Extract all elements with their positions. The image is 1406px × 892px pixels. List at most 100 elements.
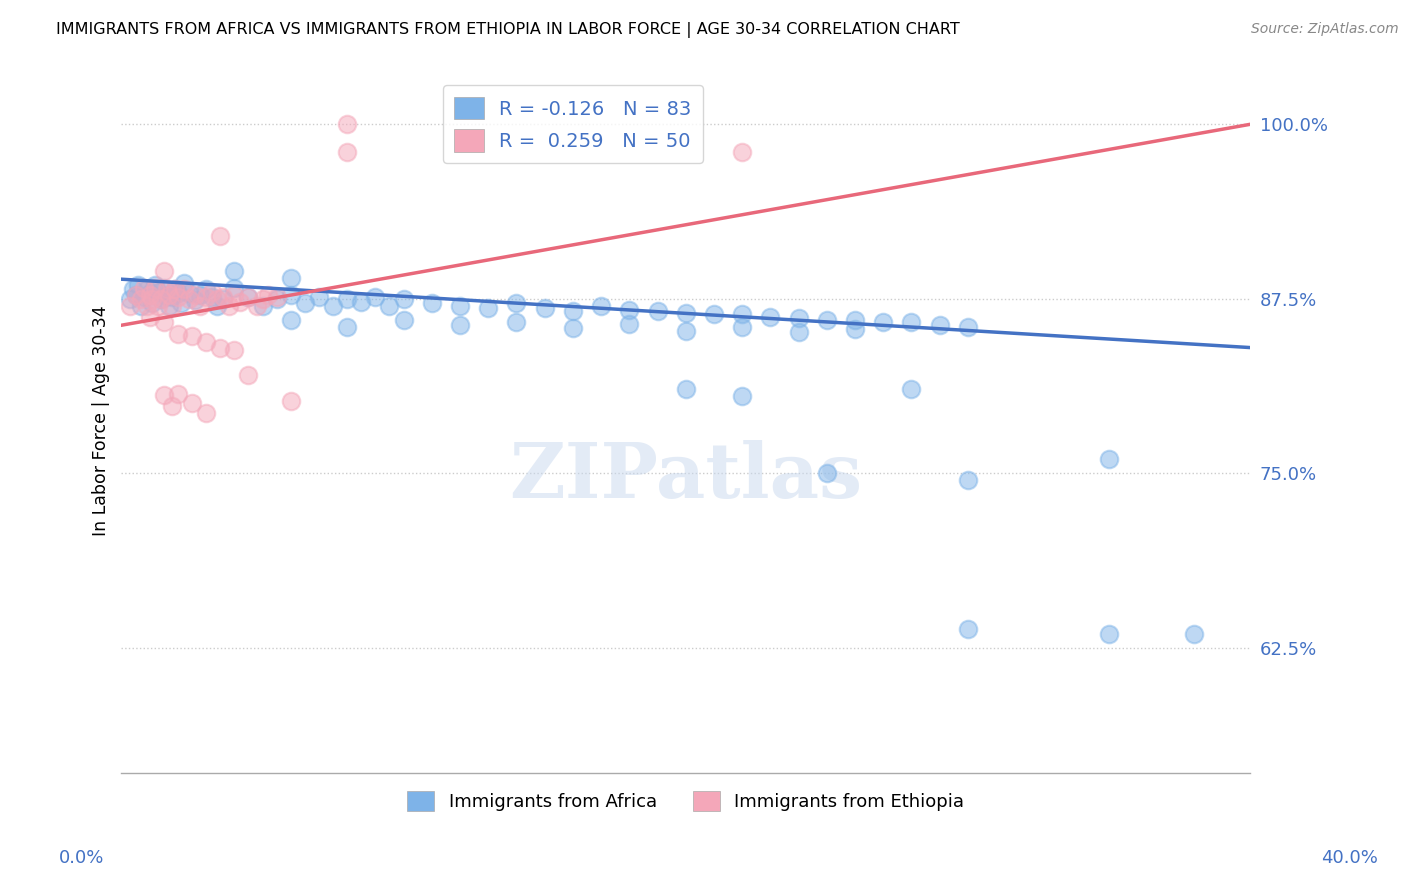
Point — [280, 270, 302, 285]
Point — [157, 299, 180, 313]
Point — [787, 311, 810, 326]
Point — [956, 473, 979, 487]
Point — [209, 341, 232, 355]
Point — [138, 287, 160, 301]
Point — [207, 292, 229, 306]
Point — [449, 299, 471, 313]
Point — [675, 306, 697, 320]
Point — [224, 343, 246, 358]
Point — [184, 287, 207, 301]
Point — [238, 290, 260, 304]
Point — [149, 292, 172, 306]
Text: Source: ZipAtlas.com: Source: ZipAtlas.com — [1251, 22, 1399, 37]
Point — [195, 334, 218, 349]
Y-axis label: In Labor Force | Age 30-34: In Labor Force | Age 30-34 — [93, 305, 110, 536]
Point — [167, 290, 190, 304]
Point — [190, 299, 212, 313]
Point — [900, 315, 922, 329]
Point — [336, 145, 359, 160]
Point — [675, 324, 697, 338]
Point — [505, 315, 527, 329]
Point — [181, 396, 204, 410]
Point — [731, 319, 754, 334]
Point — [844, 322, 866, 336]
Point — [167, 386, 190, 401]
Point — [815, 466, 838, 480]
Point — [844, 312, 866, 326]
Point — [280, 312, 302, 326]
Point — [675, 383, 697, 397]
Point — [167, 326, 190, 341]
Point — [184, 293, 207, 307]
Text: ZIPatlas: ZIPatlas — [509, 440, 862, 514]
Point — [124, 287, 146, 301]
Point — [173, 282, 195, 296]
Point — [238, 290, 260, 304]
Point — [1182, 626, 1205, 640]
Point — [201, 285, 224, 299]
Point — [124, 287, 146, 301]
Point — [257, 287, 280, 301]
Point — [561, 321, 583, 335]
Point — [170, 296, 193, 310]
Point — [118, 292, 141, 306]
Point — [160, 299, 183, 313]
Point — [956, 319, 979, 334]
Point — [392, 292, 415, 306]
Point — [135, 299, 157, 313]
Point — [207, 299, 229, 313]
Point — [420, 296, 443, 310]
Point — [138, 310, 160, 324]
Point — [336, 292, 359, 306]
Point — [322, 299, 344, 313]
Point — [195, 290, 218, 304]
Text: 40.0%: 40.0% — [1322, 849, 1378, 867]
Point — [132, 290, 155, 304]
Point — [647, 304, 669, 318]
Point — [152, 388, 174, 402]
Point — [141, 296, 163, 310]
Point — [135, 282, 157, 296]
Point — [533, 301, 555, 316]
Point — [224, 287, 246, 301]
Point — [477, 301, 499, 316]
Point — [759, 310, 782, 324]
Point — [160, 290, 183, 304]
Text: IMMIGRANTS FROM AFRICA VS IMMIGRANTS FROM ETHIOPIA IN LABOR FORCE | AGE 30-34 CO: IMMIGRANTS FROM AFRICA VS IMMIGRANTS FRO… — [56, 22, 960, 38]
Point — [294, 296, 316, 310]
Point — [152, 315, 174, 329]
Point — [378, 299, 401, 313]
Point — [392, 312, 415, 326]
Point — [561, 304, 583, 318]
Point — [209, 229, 232, 244]
Point — [815, 312, 838, 326]
Point — [619, 302, 641, 317]
Point — [224, 264, 246, 278]
Point — [246, 299, 269, 313]
Point — [591, 299, 613, 313]
Point — [138, 286, 160, 301]
Point — [731, 145, 754, 160]
Point — [956, 623, 979, 637]
Point — [141, 292, 163, 306]
Point — [336, 319, 359, 334]
Point — [212, 292, 235, 306]
Point — [252, 299, 274, 313]
Point — [146, 285, 169, 299]
Point — [190, 287, 212, 301]
Point — [155, 282, 177, 296]
Point — [336, 117, 359, 131]
Point — [787, 325, 810, 339]
Point — [179, 292, 201, 306]
Legend: Immigrants from Africa, Immigrants from Ethiopia: Immigrants from Africa, Immigrants from … — [398, 781, 973, 821]
Point — [364, 290, 387, 304]
Point — [266, 292, 288, 306]
Point — [238, 368, 260, 383]
Point — [229, 294, 252, 309]
Point — [143, 277, 166, 292]
Point — [155, 289, 177, 303]
Point — [195, 282, 218, 296]
Point — [118, 299, 141, 313]
Point — [160, 399, 183, 413]
Point — [127, 277, 149, 292]
